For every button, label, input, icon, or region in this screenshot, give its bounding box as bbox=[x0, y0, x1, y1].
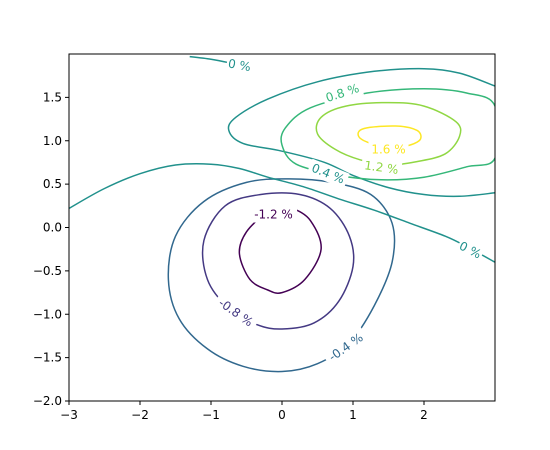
contour-label: 0 % bbox=[225, 55, 254, 76]
contour-labels: -1.2 %-0.8 %-0.4 %0 %0 %0.4 %0.8 %1.2 %1… bbox=[211, 55, 486, 368]
y-tick-label: −2.0 bbox=[33, 394, 62, 408]
y-tick-label: 1.5 bbox=[43, 90, 62, 104]
contour-line bbox=[167, 178, 396, 373]
contour-label-background bbox=[211, 292, 260, 333]
y-tick-label: −0.5 bbox=[33, 264, 62, 278]
contour-label-background bbox=[249, 206, 298, 223]
contour-lines bbox=[69, 55, 495, 373]
contour-label-text: 1.2 % bbox=[363, 158, 399, 177]
y-axis: −2.0 −1.5 −1.0 −0.5 0.0 0.5 1.0 1.5 bbox=[33, 90, 69, 408]
y-tick-label: 0.5 bbox=[43, 177, 62, 191]
x-tick-label: 1 bbox=[349, 408, 357, 422]
y-tick-label: 0.0 bbox=[43, 221, 62, 235]
x-tick-label: −1 bbox=[202, 408, 220, 422]
contour-label-background bbox=[360, 156, 403, 179]
contour-line bbox=[227, 67, 495, 198]
x-tick-label: −2 bbox=[131, 408, 149, 422]
contour-label: -1.2 % bbox=[249, 206, 298, 223]
contour-line bbox=[280, 87, 495, 181]
contour-label-background bbox=[320, 79, 364, 107]
contour-label-text: -1.2 % bbox=[254, 208, 293, 222]
contour-label-background bbox=[368, 141, 409, 158]
y-tick-label: 1.0 bbox=[43, 134, 62, 148]
x-axis: −3 −2 −1 0 1 2 bbox=[60, 401, 428, 422]
x-tick-label: −3 bbox=[60, 408, 78, 422]
contour-line bbox=[69, 163, 495, 263]
contour-label: 1.6 % bbox=[368, 141, 409, 158]
y-tick-label: −1.5 bbox=[33, 351, 62, 365]
x-tick-label: 0 bbox=[278, 408, 286, 422]
contour-label-text: 0 % bbox=[227, 56, 252, 74]
contour-label-background bbox=[321, 327, 370, 368]
y-tick-label: −1.0 bbox=[33, 307, 62, 321]
contour-label-background bbox=[306, 158, 350, 189]
contour-label-text: 1.6 % bbox=[371, 142, 405, 156]
contour-label-background bbox=[455, 237, 486, 264]
x-tick-label: 2 bbox=[420, 408, 428, 422]
plot-area-background bbox=[69, 54, 495, 401]
contour-label-background bbox=[225, 55, 254, 76]
contour-label: 1.2 % bbox=[360, 156, 403, 179]
